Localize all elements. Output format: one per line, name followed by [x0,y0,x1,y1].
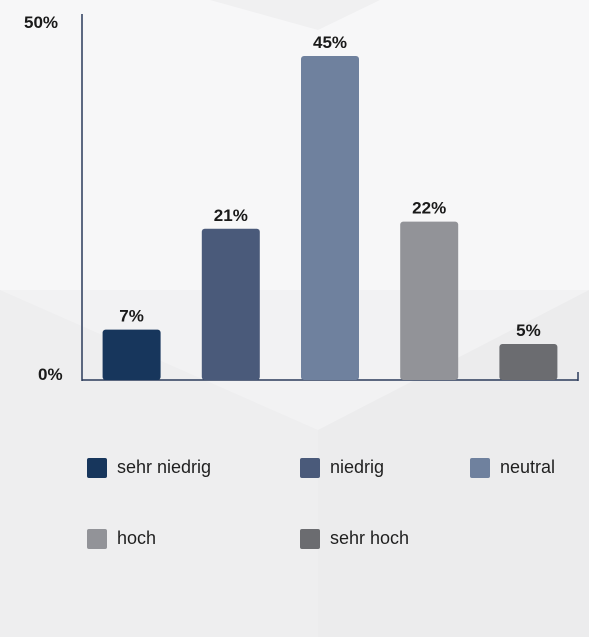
bar-sehr-hoch [499,344,558,380]
bar-hoch [400,221,459,380]
legend-item-sehr-niedrig: sehr niedrig [87,457,211,478]
legend-swatch [300,528,320,549]
legend-label: niedrig [330,457,385,477]
legend-item-hoch: hoch [87,528,156,549]
bar-value-label: 5% [516,321,541,340]
legend-swatch [470,457,490,478]
legend-label: sehr hoch [330,528,410,548]
legend-item-niedrig: niedrig [300,457,384,478]
bar-sehr-niedrig [102,329,161,380]
bars-group: 7% 21% 45% 22% 5% [102,33,558,380]
bar-niedrig [201,228,260,380]
legend-label: neutral [500,457,556,477]
legend-label: hoch [117,528,157,548]
bar-neutral [301,56,359,380]
legend-swatch [300,457,320,478]
y-tick-label-max: 50% [24,13,58,32]
bar-value-label: 21% [214,206,248,225]
bar-value-label: 22% [412,199,446,218]
legend-item-neutral: neutral [470,457,555,478]
legend-label: sehr niedrig [117,457,212,477]
y-tick-label-zero: 0% [38,365,63,384]
legend-swatch [87,457,107,478]
legend-item-sehr-hoch: sehr hoch [300,528,409,549]
legend-swatch [87,528,107,549]
bar-value-label: 7% [119,307,144,326]
bar-value-label: 45% [313,33,347,52]
